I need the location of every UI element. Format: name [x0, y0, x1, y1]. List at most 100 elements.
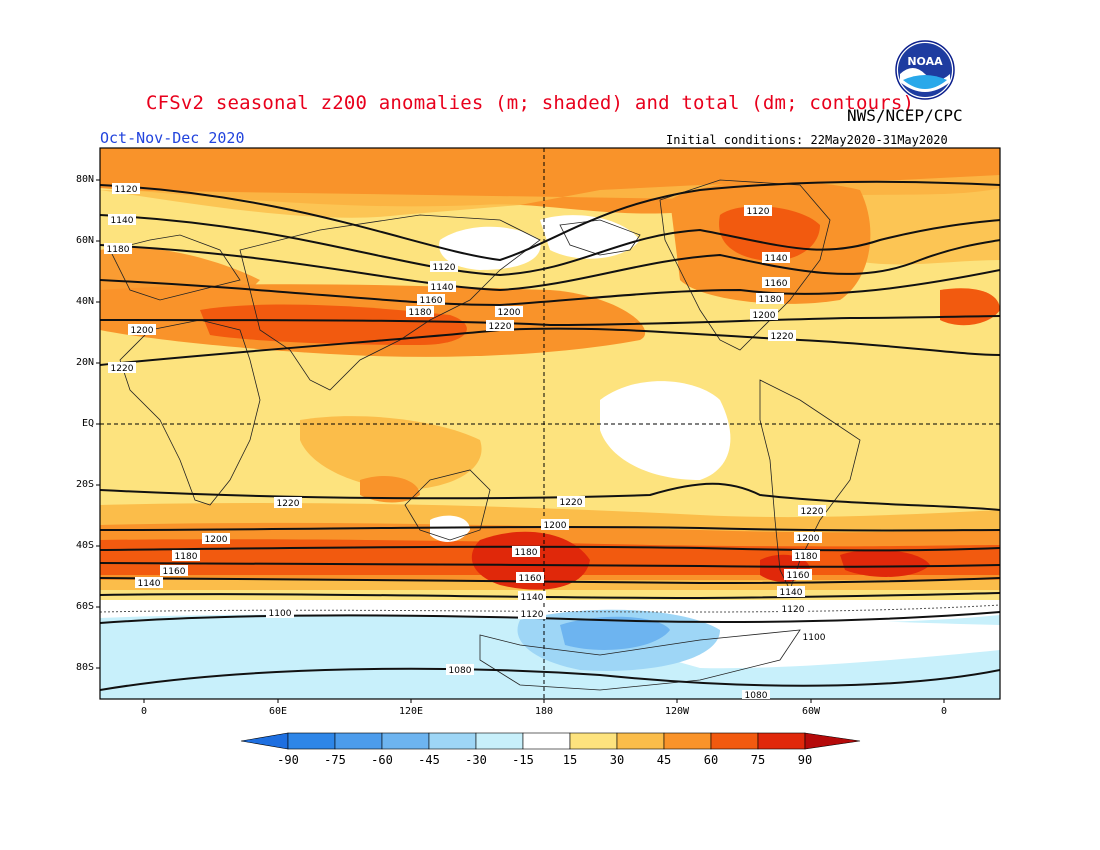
contour-label: 1160	[762, 277, 790, 289]
contour-label: 1180	[104, 243, 132, 255]
contour-label: 1180	[756, 293, 784, 305]
contour-label: 1140	[777, 586, 805, 598]
contour-label-group: 1120 1140 1180 1200 1220 1120 1140 1160 …	[104, 183, 828, 701]
svg-text:1200: 1200	[544, 521, 567, 531]
lon-label-0-east: 0	[940, 706, 948, 717]
colorbar-cell	[569, 732, 618, 750]
svg-text:1080: 1080	[745, 691, 768, 701]
svg-text:1120: 1120	[521, 610, 544, 620]
height-contours	[100, 180, 1000, 691]
contour-label: 1200	[495, 306, 523, 318]
svg-text:1220: 1220	[489, 322, 512, 332]
svg-text:1180: 1180	[409, 308, 432, 318]
noaa-logo-icon: NOAA	[895, 40, 955, 100]
contour-label: 1160	[784, 569, 812, 581]
lon-label-120e: 120E	[398, 706, 424, 717]
svg-text:1180: 1180	[515, 548, 538, 558]
lat-label-20n: 20N	[75, 357, 94, 368]
svg-text:1180: 1180	[759, 295, 782, 305]
contour-label: 1220	[557, 496, 585, 508]
contour-label: 1160	[516, 572, 544, 584]
contour-label: 1200	[750, 309, 778, 321]
svg-text:1140: 1140	[431, 283, 454, 293]
colorbar	[240, 732, 861, 750]
colorbar-arrow-left	[240, 732, 289, 750]
colorbar-tick: -30	[465, 753, 487, 767]
svg-text:1160: 1160	[163, 567, 186, 577]
lon-label-180: 180	[534, 706, 554, 717]
colorbar-tick: 45	[656, 753, 672, 767]
map-title: CFSv2 seasonal z200 anomalies (m; shaded…	[146, 92, 915, 114]
lon-label-60w: 60W	[801, 706, 821, 717]
svg-text:1200: 1200	[205, 535, 228, 545]
svg-text:1220: 1220	[560, 498, 583, 508]
lat-label-60s: 60S	[75, 601, 94, 612]
contour-label: 1180	[512, 546, 540, 558]
contour-label: 1180	[792, 550, 820, 562]
contour-label: 1140	[518, 591, 546, 603]
svg-text:1160: 1160	[420, 296, 443, 306]
contour-label: 1220	[798, 505, 826, 517]
credit-label: NWS/NCEP/CPC	[847, 106, 963, 125]
lat-label-80n: 80N	[75, 174, 94, 185]
svg-text:1140: 1140	[138, 579, 161, 589]
svg-text:1120: 1120	[747, 207, 770, 217]
svg-text:1160: 1160	[765, 279, 788, 289]
svg-text:1200: 1200	[797, 534, 820, 544]
initial-conditions-label: Initial conditions: 22May2020-31May2020	[666, 133, 948, 147]
svg-text:1120: 1120	[115, 185, 138, 195]
lat-label-40s: 40S	[75, 540, 94, 551]
svg-text:1100: 1100	[269, 609, 292, 619]
contour-label: 1160	[160, 565, 188, 577]
season-label: Oct-Nov-Dec 2020	[100, 129, 245, 147]
lat-label-20s: 20S	[75, 479, 94, 490]
contour-label: 1120	[430, 261, 458, 273]
lat-label-80s: 80S	[75, 662, 94, 673]
contour-label: 1140	[108, 214, 136, 226]
svg-text:1180: 1180	[107, 245, 130, 255]
colorbar-tick: 75	[750, 753, 766, 767]
svg-text:1120: 1120	[433, 263, 456, 273]
svg-text:NOAA: NOAA	[907, 55, 943, 68]
svg-text:1160: 1160	[787, 571, 810, 581]
colorbar-cell	[381, 732, 430, 750]
colorbar-tick: -15	[512, 753, 534, 767]
svg-text:1220: 1220	[277, 499, 300, 509]
colorbar-cell	[522, 732, 571, 750]
contour-label: 1160	[417, 294, 445, 306]
contour-label: 1200	[202, 533, 230, 545]
colorbar-tick: -90	[277, 753, 299, 767]
lon-label-60e: 60E	[268, 706, 288, 717]
lat-label-60n: 60N	[75, 235, 94, 246]
contour-label: 1220	[486, 320, 514, 332]
svg-text:1140: 1140	[780, 588, 803, 598]
contour-label: 1120	[779, 603, 807, 615]
svg-text:1200: 1200	[131, 326, 154, 336]
svg-text:1140: 1140	[111, 216, 134, 226]
contour-label: 1140	[762, 252, 790, 264]
contour-label: 1200	[541, 519, 569, 531]
contour-label: 1200	[128, 324, 156, 336]
lon-label-120w: 120W	[664, 706, 690, 717]
svg-text:1220: 1220	[801, 507, 824, 517]
colorbar-cell	[287, 732, 336, 750]
colorbar-cell	[757, 732, 806, 750]
contour-label: 1120	[744, 205, 772, 217]
colorbar-cell	[334, 732, 383, 750]
lat-label-40n: 40N	[75, 296, 94, 307]
colorbar-tick: 15	[562, 753, 578, 767]
svg-text:1160: 1160	[519, 574, 542, 584]
contour-label: 1180	[406, 306, 434, 318]
svg-text:1140: 1140	[521, 593, 544, 603]
svg-text:1220: 1220	[771, 332, 794, 342]
contour-label: 1220	[108, 362, 136, 374]
colorbar-cell	[428, 732, 477, 750]
colorbar-tick: 30	[609, 753, 625, 767]
svg-text:1180: 1180	[795, 552, 818, 562]
contour-label: 1100	[800, 631, 828, 643]
contour-label: 1180	[172, 550, 200, 562]
colorbar-tick: -45	[418, 753, 440, 767]
colorbar-arrow-right	[804, 732, 861, 750]
contour-label: 1120	[518, 608, 546, 620]
